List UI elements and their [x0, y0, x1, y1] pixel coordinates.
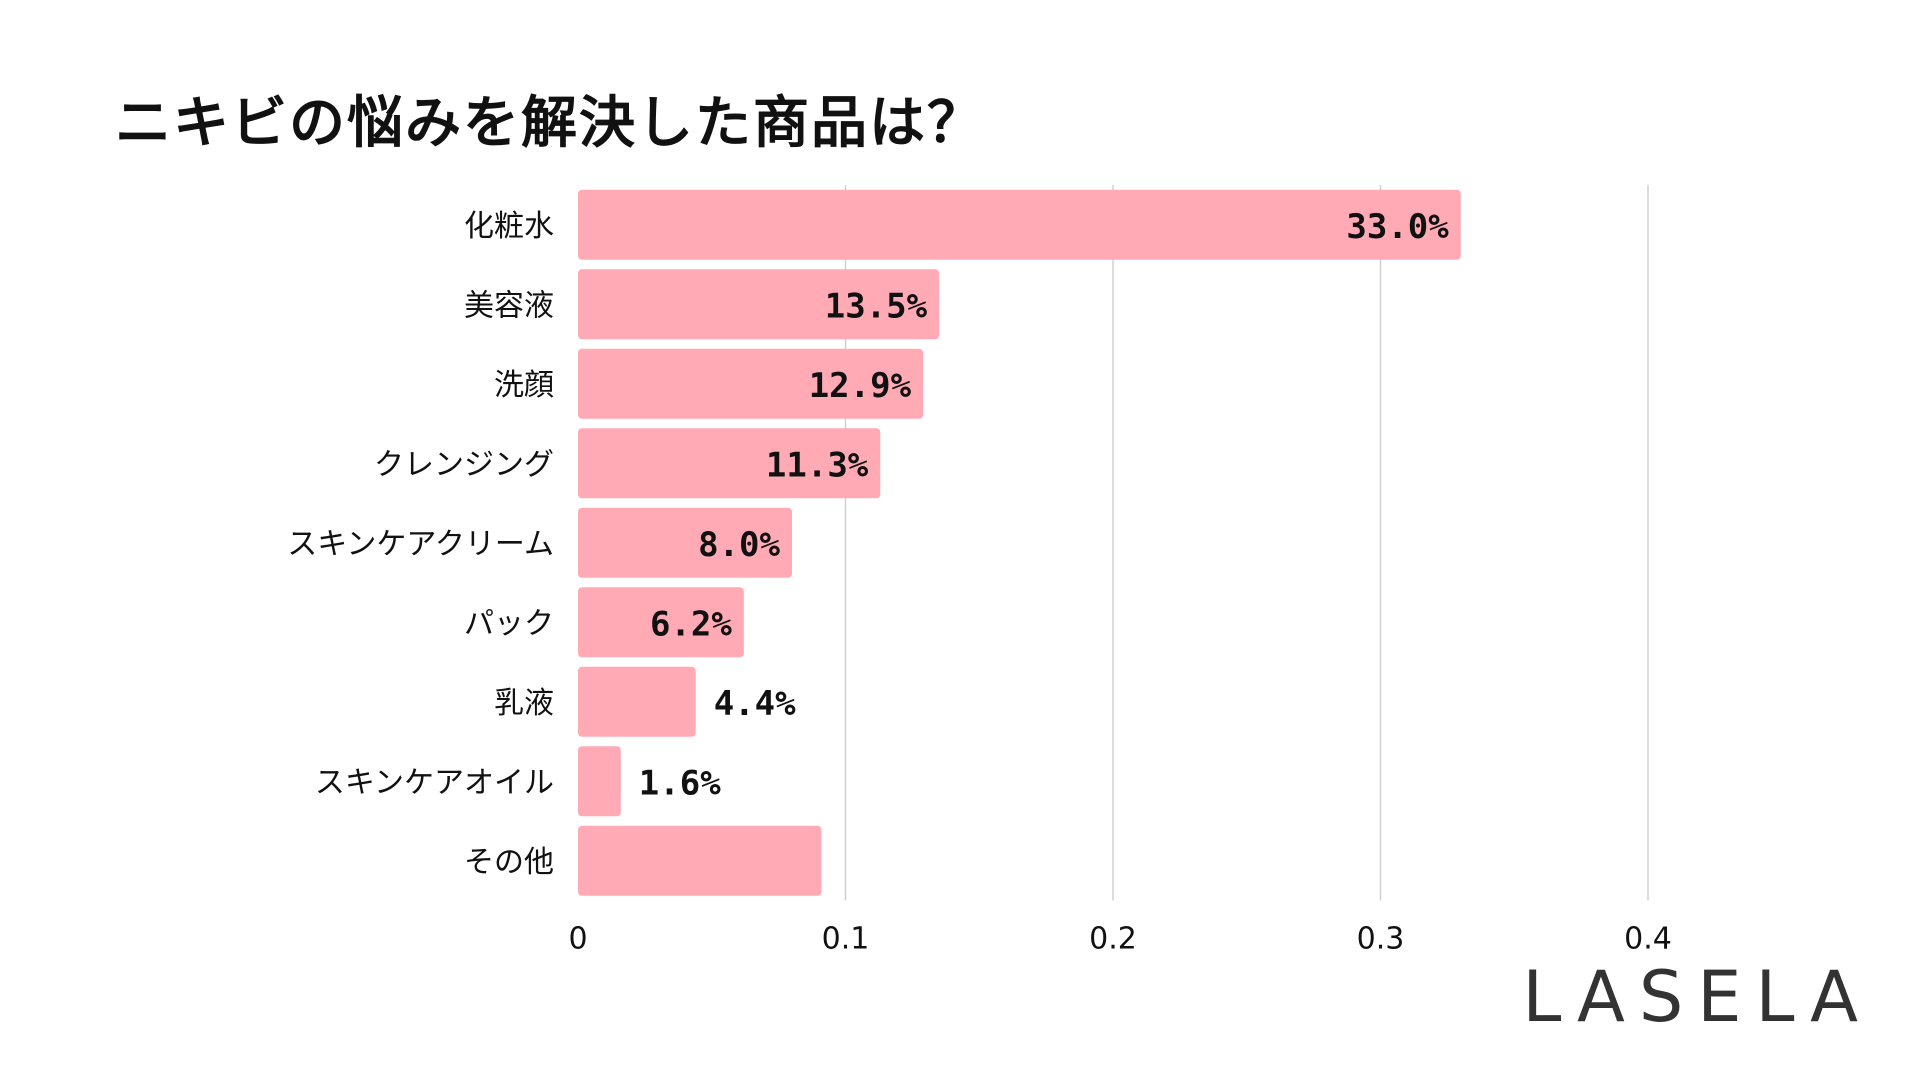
chart-title: ニキビの悩みを解決した商品は？ — [115, 91, 985, 156]
bar — [578, 666, 696, 737]
category-label: スキンケアオイル — [315, 765, 554, 800]
category-label: 洗顔 — [494, 368, 554, 403]
bar — [578, 189, 1461, 260]
brand-logo: LASELA — [1522, 956, 1872, 1038]
category-label: スキンケアクリーム — [287, 527, 554, 562]
data-label: 13.5% — [825, 286, 928, 326]
bar — [578, 428, 881, 499]
data-label: 4.4% — [714, 684, 796, 724]
data-label: 12.9% — [809, 366, 912, 406]
grid-lines — [844, 185, 1649, 901]
x-tick-label: 0 — [568, 922, 587, 957]
category-label: 化粧水 — [464, 209, 554, 244]
x-axis-ticks: 0 0.1 0.2 0.3 0.4 — [568, 922, 1671, 957]
category-label: クレンジング — [374, 447, 554, 482]
bar — [578, 587, 744, 658]
category-label: その他 — [464, 845, 554, 880]
x-tick-label: 0.3 — [1357, 922, 1405, 957]
x-tick-label: 0.2 — [1089, 922, 1137, 957]
bar — [578, 825, 822, 896]
bar — [578, 348, 924, 419]
data-label: 1.6% — [639, 763, 721, 803]
category-label: 乳液 — [494, 686, 554, 721]
data-label: 8.0% — [698, 525, 780, 565]
bars — [578, 189, 1461, 896]
x-tick-label: 0.4 — [1624, 922, 1672, 957]
category-label: パック — [464, 606, 554, 641]
x-tick-label: 0.1 — [822, 922, 870, 957]
bar — [578, 269, 940, 340]
data-label: 6.2% — [650, 604, 732, 644]
data-label: 33.0% — [1346, 207, 1449, 247]
value-labels: 33.0% 13.5% 12.9% 11.3% 8.0% 6.2% 4.4% 1.6% — [639, 207, 1449, 804]
bar — [578, 507, 792, 578]
bar — [578, 746, 621, 817]
category-label: 美容液 — [464, 288, 554, 323]
data-label: 11.3% — [766, 445, 869, 485]
